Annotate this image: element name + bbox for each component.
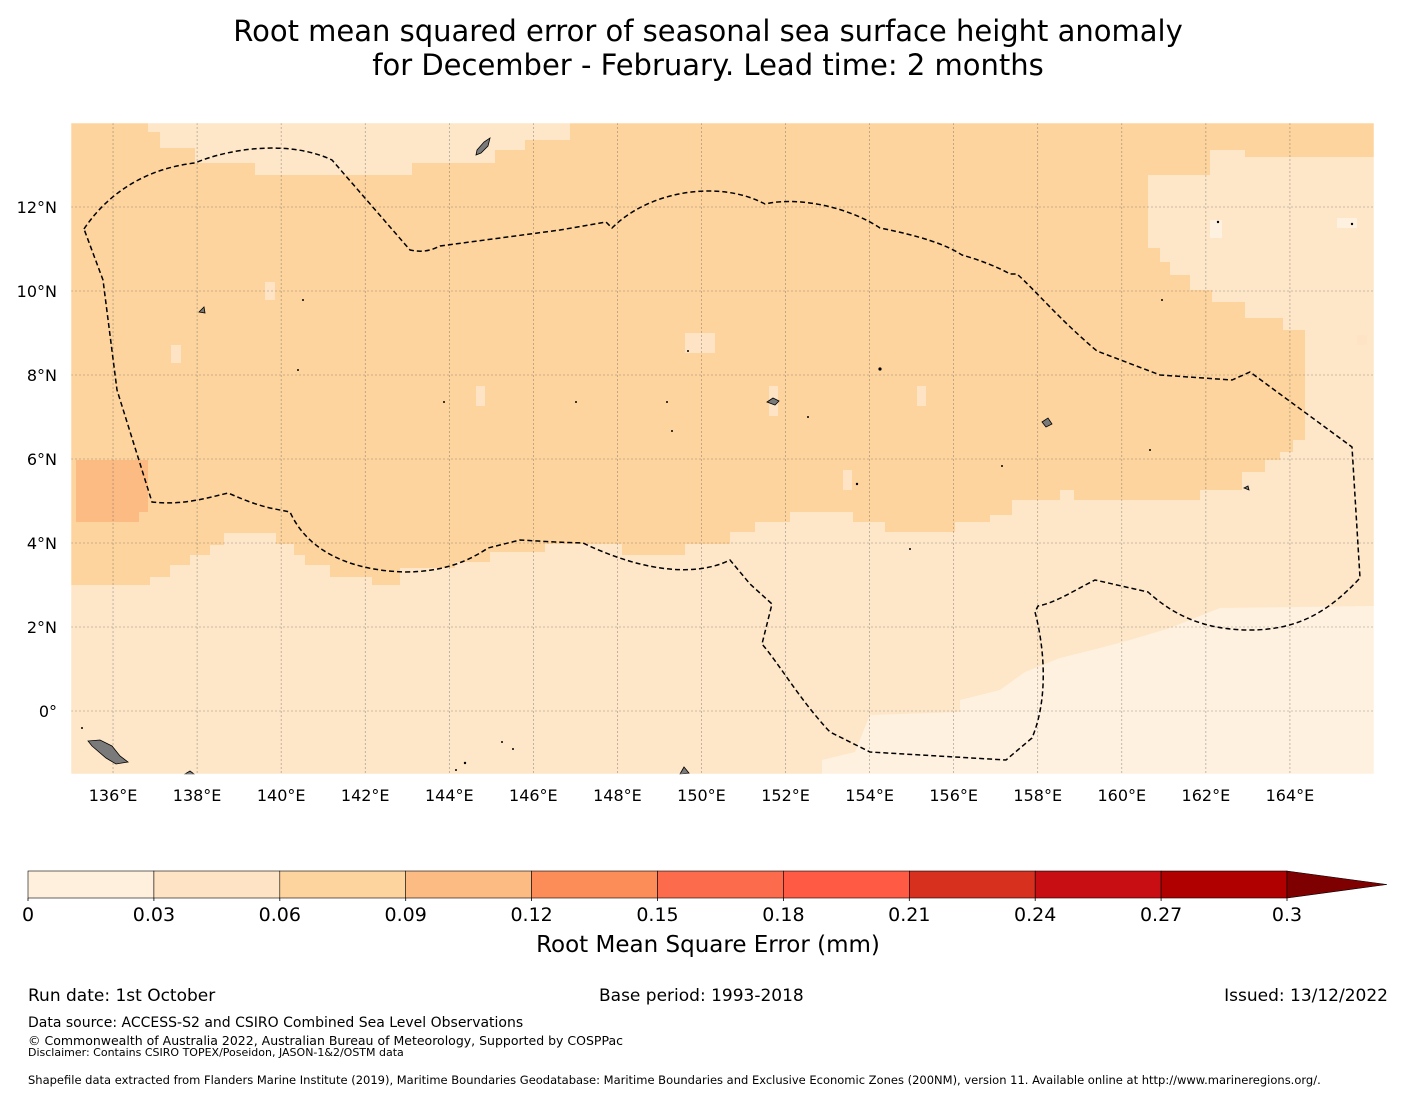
lat-label: 12°N: [17, 198, 57, 217]
lon-label: 158°E: [1013, 786, 1062, 805]
data-source: Data source: ACCESS-S2 and CSIRO Combine…: [28, 1015, 524, 1031]
colorbar-tick-label: 0: [22, 904, 34, 926]
title-line-1: Root mean squared error of seasonal sea …: [233, 14, 1183, 48]
lon-label: 142°E: [341, 786, 390, 805]
title-line-2: for December - February. Lead time: 2 mo…: [372, 48, 1044, 82]
map-panel: [70, 122, 1375, 775]
colorbar-segment: [27, 870, 155, 899]
eez-boundary: [83, 147, 1361, 761]
colorbar-segment: [153, 870, 281, 899]
map-title: Root mean squared error of seasonal sea …: [0, 14, 1416, 82]
colorbar-tick-label: 0.06: [259, 904, 301, 926]
colorbar-segment: [279, 870, 406, 899]
lon-label: 136°E: [89, 786, 138, 805]
lon-label: 164°E: [1266, 786, 1315, 805]
lon-label: 154°E: [845, 786, 894, 805]
island-chuuk: [766, 397, 780, 406]
island-pohnpei: [1041, 417, 1053, 428]
lon-label: 140°E: [257, 786, 306, 805]
field-patch-mid-band: [71, 123, 1374, 585]
shapefile-credit: Shapefile data extracted from Flanders M…: [28, 1073, 1321, 1087]
colorbar-tick-label: 0.18: [762, 904, 804, 926]
lon-label: 144°E: [425, 786, 474, 805]
colorbar-tick-label: 0.12: [510, 904, 552, 926]
colorbar-label: Root Mean Square Error (mm): [536, 932, 880, 958]
gridlines: [71, 123, 1374, 774]
lat-label: 8°N: [27, 366, 57, 385]
disclaimer: Disclaimer: Contains CSIRO TOPEX/Poseido…: [28, 1046, 404, 1059]
lon-label: 162°E: [1182, 786, 1231, 805]
copyright: © Commonwealth of Australia 2022, Austra…: [28, 1033, 623, 1048]
colorbar-segment: [657, 870, 784, 899]
colorbar: 0 0.03 0.06 0.09 0.12 0.15 0.18 0.21 0.24 0.27 0.3: [22, 870, 1388, 926]
lat-label: 4°N: [27, 534, 57, 553]
colorbar-tick-label: 0.03: [133, 904, 175, 926]
latitude-labels: 12°N 10°N 8°N 6°N 4°N 2°N 0°: [17, 198, 57, 721]
colorbar-tick-label: 0.27: [1140, 904, 1182, 926]
lon-label: 160°E: [1097, 786, 1146, 805]
colorbar-tick-label: 0.3: [1272, 904, 1302, 926]
island-kosrae: [1243, 485, 1250, 491]
lat-label: 2°N: [27, 618, 57, 637]
run-date: Run date: 1st October: [28, 986, 216, 1006]
colorbar-segment: [405, 870, 532, 899]
lat-label: 10°N: [17, 282, 57, 301]
issued-date: Issued: 13/12/2022: [1224, 986, 1388, 1006]
island-new-guinea-north: [679, 766, 690, 775]
lon-label: 150°E: [677, 786, 726, 805]
colorbar-tick-label: 0.24: [1014, 904, 1056, 926]
colorbar-tick-label: 0.09: [385, 904, 427, 926]
field-patch-lowest-south: [822, 606, 1374, 774]
lat-label: 6°N: [27, 450, 57, 469]
colorbar-segment: [1034, 870, 1162, 899]
colorbar-tick-label: 0.21: [888, 904, 930, 926]
atolls: [81, 220, 1354, 771]
colorbar-extend-arrow: [1286, 870, 1388, 899]
lon-label: 152°E: [761, 786, 810, 805]
longitude-labels: 136°E 138°E 140°E 142°E 144°E 146°E 148°E 150°E…: [89, 786, 1315, 805]
colorbar-segment: [783, 870, 910, 899]
colorbar-segment: [908, 870, 1036, 899]
colorbar-tick-label: 0.15: [636, 904, 678, 926]
island-yap: [198, 306, 206, 314]
colorbar-segment: [531, 870, 658, 899]
island-new-guinea-west: [87, 739, 129, 765]
island-guam: [475, 137, 491, 156]
lon-label: 146°E: [509, 786, 558, 805]
lat-label: 0°: [39, 702, 57, 721]
base-period: Base period: 1993-2018: [599, 986, 804, 1006]
colorbar-segment: [1160, 870, 1288, 899]
lon-label: 138°E: [173, 786, 222, 805]
lon-label: 148°E: [593, 786, 642, 805]
islands: [87, 137, 1250, 775]
lon-label: 156°E: [929, 786, 978, 805]
